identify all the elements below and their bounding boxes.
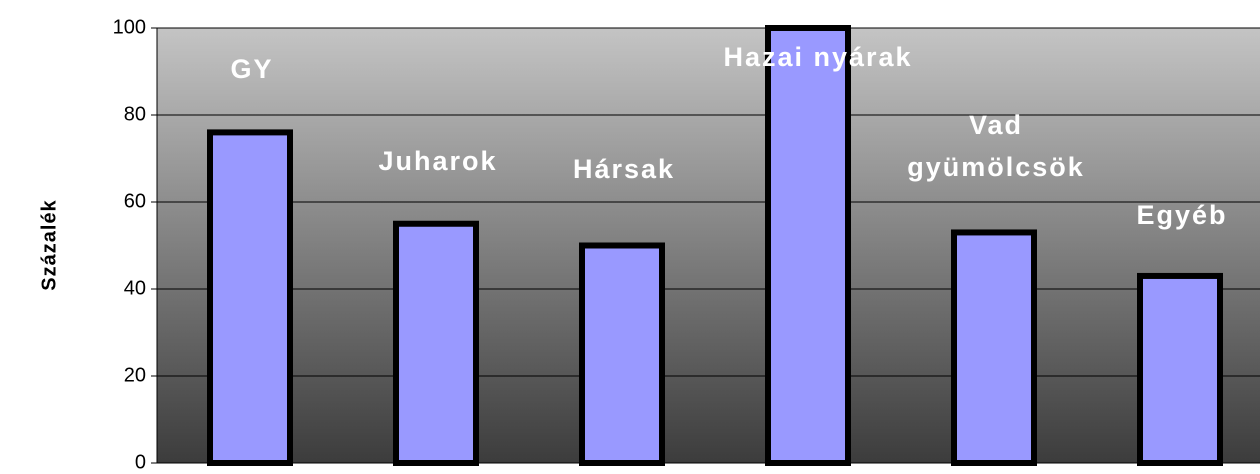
y-tick-label: 100 xyxy=(113,16,146,38)
bar xyxy=(1137,272,1223,467)
y-tick-label: 80 xyxy=(124,103,146,125)
y-tick-label: 0 xyxy=(135,451,146,473)
bar xyxy=(765,25,851,466)
y-axis-label: Százalék xyxy=(38,199,60,290)
category-label: Juharok xyxy=(378,146,498,176)
y-tick-label: 20 xyxy=(124,364,146,386)
y-tick-label: 40 xyxy=(124,277,146,299)
category-label: Egyéb xyxy=(1136,200,1228,230)
plot-area xyxy=(157,28,1260,463)
bar xyxy=(579,242,665,466)
category-label: Vad gyümölcsök xyxy=(907,110,1085,182)
category-label: Hazai nyárak xyxy=(723,42,913,72)
bar xyxy=(951,229,1037,466)
y-tick-label: 60 xyxy=(124,190,146,212)
bar xyxy=(207,129,293,466)
category-label: GY xyxy=(230,54,274,84)
bar xyxy=(393,220,479,466)
category-label: Hársak xyxy=(572,154,676,184)
